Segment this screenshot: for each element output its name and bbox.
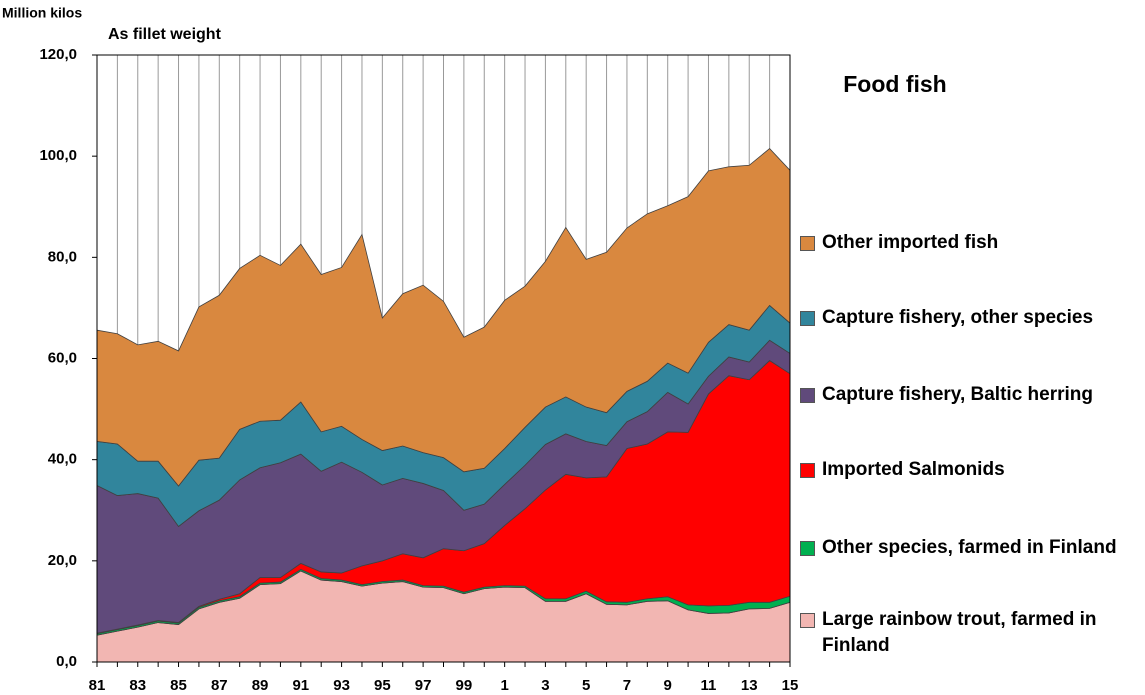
- x-tick-label: 89: [252, 677, 269, 694]
- x-tick-label: 97: [415, 677, 432, 694]
- x-tick-label: 83: [129, 677, 146, 694]
- y-tick-label: 120,0: [39, 46, 77, 63]
- legend-swatch: [800, 388, 815, 403]
- x-tick-label: 3: [541, 677, 549, 694]
- x-tick-label: 93: [333, 677, 350, 694]
- legend-label: Other imported fish: [822, 232, 999, 253]
- legend-swatch: [800, 541, 815, 556]
- y-tick-label: 0,0: [56, 653, 77, 670]
- legend-swatch: [800, 613, 815, 628]
- y-tick-label: 60,0: [48, 349, 77, 366]
- legend-entry: Imported Salmonids: [800, 457, 1005, 483]
- x-tick-label: 85: [170, 677, 187, 694]
- y-tick-label: 100,0: [39, 147, 77, 164]
- y-axis-label: Million kilos: [2, 5, 82, 21]
- x-tick-label: 11: [701, 677, 717, 694]
- x-tick-label: 99: [456, 677, 473, 694]
- legend-label: Imported Salmonids: [822, 459, 1005, 480]
- chart-title: Food fish: [843, 71, 946, 97]
- x-tick-label: 5: [582, 677, 590, 694]
- legend-label: Capture fishery, Baltic herring: [822, 384, 1093, 405]
- x-tick-label: 87: [211, 677, 228, 694]
- legend-entry: Capture fishery, Baltic herring: [800, 382, 1093, 408]
- legend-swatch: [800, 236, 815, 251]
- x-tick-label: 95: [374, 677, 391, 694]
- legend-label: Capture fishery, other species: [822, 307, 1094, 328]
- legend-swatch: [800, 463, 815, 478]
- x-tick-label: 91: [292, 677, 309, 694]
- x-tick-label: 1: [500, 677, 508, 694]
- legend-entry: Large rainbow trout, farmed in Finland: [800, 607, 1122, 659]
- legend-entry: Other species, farmed in Finland: [800, 535, 1122, 561]
- x-tick-label: 15: [782, 677, 799, 694]
- subtitle: As fillet weight: [108, 26, 222, 43]
- y-tick-label: 20,0: [48, 552, 77, 569]
- x-tick-label: 81: [89, 677, 106, 694]
- legend-entry: Capture fishery, other species: [800, 305, 1093, 331]
- x-tick-label: 7: [623, 677, 631, 694]
- y-tick-label: 40,0: [48, 451, 77, 468]
- legend-swatch: [800, 311, 815, 326]
- legend-entry: Other imported fish: [800, 230, 998, 256]
- x-tick-label: 9: [664, 677, 672, 694]
- legend-label: Other species, farmed in Finland: [822, 537, 1117, 558]
- y-tick-label: 80,0: [48, 248, 77, 265]
- legend-label: Large rainbow trout, farmed in Finland: [822, 609, 1097, 656]
- x-tick-label: 13: [741, 677, 758, 694]
